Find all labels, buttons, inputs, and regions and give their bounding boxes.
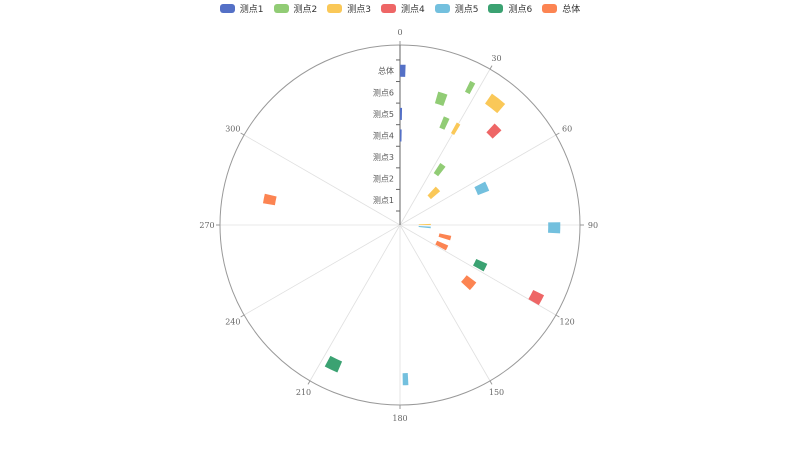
legend-label: 测点3 — [347, 4, 371, 15]
radius-category-label: 测点1 — [373, 196, 394, 205]
angle-gridline — [399, 134, 557, 226]
legend-swatch — [434, 3, 450, 13]
legend-item[interactable]: 测点2 — [273, 1, 318, 15]
bar-测点2 — [464, 80, 476, 95]
bar-测点3 — [450, 122, 461, 135]
legend-label: 总体 — [562, 4, 581, 15]
legend-swatch — [327, 3, 343, 13]
radius-category-label: 测点2 — [373, 175, 394, 184]
angle-tick-label: 210 — [296, 388, 311, 397]
radius-category-label: 测点3 — [373, 153, 394, 162]
angle-tick-label: 90 — [588, 221, 598, 230]
bar-测点6 — [473, 258, 488, 272]
angle-gridline — [399, 68, 491, 226]
legend-item[interactable]: 测点1 — [219, 1, 264, 15]
angle-tick-label: 300 — [225, 125, 240, 134]
bar-测点4 — [486, 123, 502, 139]
bar-测点1 — [400, 129, 402, 142]
legend-item[interactable]: 总体 — [542, 1, 580, 15]
angle-gridline — [399, 224, 557, 316]
bar-测点5 — [474, 181, 490, 196]
angle-tick-label: 180 — [392, 414, 407, 423]
legend-item[interactable]: 测点5 — [434, 1, 479, 15]
radius-category-label: 测点5 — [373, 110, 394, 119]
radius-category-label: 总体 — [378, 66, 394, 76]
legend-swatch — [542, 3, 558, 13]
legend-label: 测点2 — [293, 4, 318, 15]
angle-tick — [240, 132, 245, 136]
legend-item[interactable]: 测点4 — [380, 1, 425, 15]
angle-gridline — [243, 224, 401, 316]
bar-测点5 — [402, 373, 409, 386]
bar-测点2 — [439, 116, 450, 130]
angle-tick-label: 120 — [560, 318, 575, 327]
legend-label: 测点5 — [454, 4, 479, 15]
bar-测点3 — [418, 223, 431, 225]
radius-category-label: 测点6 — [373, 88, 394, 97]
bar-总体 — [262, 193, 277, 206]
bar-测点5 — [418, 225, 431, 229]
angle-gridline — [243, 134, 401, 226]
angle-tick-label: 150 — [489, 388, 504, 397]
bar-测点5 — [548, 222, 561, 234]
angle-tick-label: 60 — [562, 125, 572, 134]
angle-tick-label: 0 — [397, 28, 402, 37]
legend-item[interactable]: 测点3 — [327, 1, 371, 15]
bar-测点3 — [485, 93, 506, 114]
angle-tick-label: 240 — [225, 318, 240, 327]
angle-tick — [489, 65, 493, 70]
legend-swatch — [273, 3, 289, 13]
legend-swatch — [219, 3, 235, 13]
bar-测点2 — [434, 91, 448, 106]
angle-tick — [555, 132, 560, 136]
legend-swatch — [488, 3, 504, 13]
bar-总体 — [461, 275, 477, 291]
bar-测点1 — [400, 107, 403, 120]
legend-label: 测点6 — [508, 4, 533, 15]
bar-测点6 — [324, 355, 343, 373]
legend-item[interactable]: 测点6 — [488, 1, 532, 15]
angle-gridline — [399, 224, 491, 382]
legend-label: 测点1 — [239, 4, 264, 15]
angle-tick-label: 270 — [199, 221, 214, 230]
bar-测点4 — [528, 289, 545, 306]
bar-总体 — [438, 233, 452, 241]
bar-测点2 — [433, 162, 446, 177]
radius-category-label: 测点4 — [373, 131, 394, 140]
angle-tick — [240, 314, 245, 318]
angle-tick — [307, 380, 311, 385]
bar-测点3 — [427, 186, 441, 200]
bar-测点1 — [400, 64, 406, 77]
angle-gridline — [309, 224, 401, 382]
bar-总体 — [435, 240, 449, 251]
angle-tick — [489, 380, 493, 385]
angle-tick-label: 30 — [491, 54, 501, 63]
legend-swatch — [380, 3, 396, 13]
legend-label: 测点4 — [400, 4, 425, 15]
legend: 测点1 测点2 测点3 测点4 测点5 测点6 总体 — [0, 1, 800, 15]
angle-tick — [555, 314, 560, 318]
